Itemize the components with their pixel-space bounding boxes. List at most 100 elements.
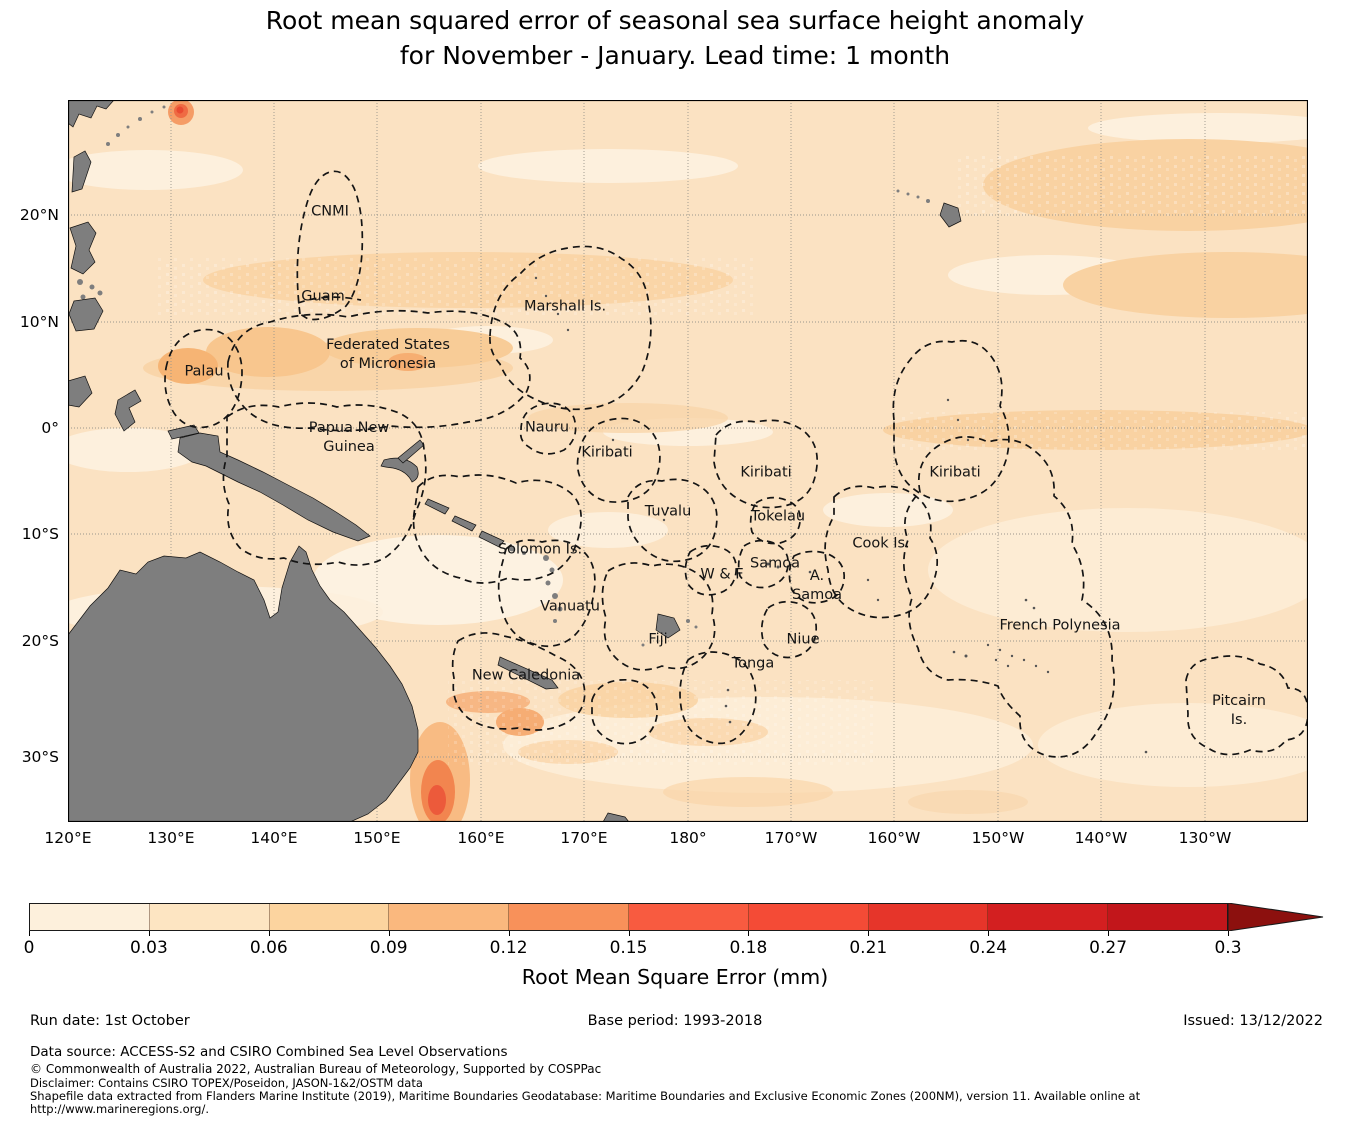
colorbar-segment [389, 904, 510, 930]
land-asia-corner [68, 100, 115, 128]
eez-kiribati-gilbert [576, 417, 661, 503]
copyright: © Commonwealth of Australia 2022, Austra… [30, 1062, 602, 1076]
land-solomon-1 [424, 498, 450, 515]
colorbar-tick-label: 0.24 [969, 938, 1008, 958]
x-tick-label: 130°E [147, 829, 195, 847]
eez-cook-islands [824, 485, 939, 619]
map-frame [68, 100, 1308, 822]
x-tick-label: 150°E [353, 829, 401, 847]
colorbar-tick-label: 0.18 [729, 938, 768, 958]
y-tick-label: 20°S [21, 632, 59, 650]
colorbar-tickmark [508, 931, 510, 936]
eez-tuvalu [627, 478, 718, 563]
colorbar-segment [269, 904, 390, 930]
eez-guam-divider [297, 296, 362, 304]
eez-fiji [601, 562, 716, 671]
colorbar [29, 903, 1228, 931]
ocean-patches [68, 100, 1308, 822]
colorbar-segment [30, 904, 150, 930]
x-tick-label: 160°E [457, 829, 505, 847]
colorbar-tickmark [1228, 931, 1229, 936]
eez-micronesia [227, 309, 531, 432]
land-luzon [69, 221, 97, 275]
eez-tonga [679, 651, 757, 745]
base-period: Base period: 1993-2018 [587, 1013, 763, 1029]
land-hawaii-chain [896, 189, 930, 203]
shapefile-url: http://www.marineregions.org/. [30, 1102, 209, 1116]
eez-tokelau [749, 496, 802, 545]
land-sulawesi [114, 389, 142, 432]
eez-palau [164, 328, 243, 429]
land-new-caledonia [497, 656, 559, 690]
colorbar-segment [988, 904, 1109, 930]
colorbar-label: Root Mean Square Error (mm) [521, 965, 829, 989]
colorbar-tick-label: 0.21 [849, 938, 888, 958]
land-fiji [655, 613, 681, 639]
x-tick-label: 170°W [764, 829, 818, 847]
eez-new-caledonia [451, 632, 586, 731]
colorbar-tickmark [988, 931, 990, 936]
eez-kiribati-line [892, 339, 1010, 503]
land-solomon-3 [478, 530, 505, 548]
x-tick-label: 150°W [971, 829, 1025, 847]
colorbar-segment [149, 904, 270, 930]
x-tick-label: 140°E [250, 829, 298, 847]
eez-papua-new-guinea [222, 402, 427, 566]
colorbar-tick-label: 0.12 [489, 938, 528, 958]
eez-matthew-hunter [591, 678, 659, 745]
colorbar-tickmark [628, 931, 630, 936]
colorbar-tick-label: 0.09 [369, 938, 408, 958]
colorbar-tickmark [748, 931, 750, 936]
colorbar-tickmark [268, 931, 270, 936]
land-atoll-dots [534, 276, 1148, 754]
eez-wallis-futuna [684, 544, 738, 596]
run-date: Run date: 1st October [30, 1013, 190, 1029]
eez-samoa [737, 539, 790, 589]
land-hawaii [939, 202, 962, 228]
pacific-map: 20°N 10°N 0° 10°S 20°S 30°S 120°E 130°E 140°E 15… [20, 100, 1308, 847]
colorbar-tick-label: 0.03 [129, 938, 168, 958]
land-fiji-dots [641, 619, 698, 647]
colorbar-tick-label: 0.27 [1089, 938, 1128, 958]
figure-title-line1: Root mean squared error of seasonal sea … [265, 6, 1085, 35]
x-tick-label: 180° [669, 829, 707, 847]
colorbar-segment [868, 904, 989, 930]
eez-american-samoa [788, 550, 846, 604]
figure-title-line2: for November - January. Lead time: 1 mon… [399, 41, 951, 70]
land-taiwan [71, 150, 92, 193]
x-tick-label: 170°E [560, 829, 608, 847]
eez-french-polynesia [903, 436, 1115, 758]
land-new-guinea [177, 432, 371, 542]
eez-boundaries [164, 170, 1308, 758]
disclaimer: Disclaimer: Contains CSIRO TOPEX/Poseido… [30, 1076, 423, 1090]
x-tick-label: 140°W [1074, 829, 1128, 847]
eez-solomon-islands [412, 474, 582, 584]
eez-kiribati-phoenix [713, 419, 819, 509]
eez-marshall-islands [489, 245, 652, 411]
y-tick-label: 30°S [21, 748, 59, 766]
colorbar-arrow [1228, 903, 1324, 931]
colorbar-segment [628, 904, 749, 930]
land-ryukyu-islands [106, 105, 166, 146]
colorbar-tick-label: 0.15 [609, 938, 648, 958]
eez-nauru [519, 402, 577, 455]
x-tick-label: 120°E [44, 829, 92, 847]
shapefile-credit: Shapefile data extracted from Flanders M… [30, 1089, 1141, 1103]
colorbar-segment [509, 904, 629, 930]
x-tick-label: 160°W [867, 829, 921, 847]
x-tick-label: 130°W [1178, 829, 1232, 847]
y-tick-label: 0° [41, 419, 59, 437]
gridlines [68, 100, 1308, 822]
y-tick-label: 20°N [19, 206, 59, 224]
map-canvas [68, 100, 1308, 822]
colorbar-segment [748, 904, 869, 930]
land-visayas [77, 279, 103, 300]
land-vanuatu-chain [543, 555, 563, 623]
issued-date: Issued: 13/12/2022 [1183, 1013, 1323, 1029]
land-australia [68, 545, 419, 822]
land-borneo-edge [68, 375, 93, 408]
eez-cnmi [296, 170, 364, 321]
colorbar-tick-label: 0.06 [249, 938, 288, 958]
land-solomon-2 [451, 515, 477, 532]
